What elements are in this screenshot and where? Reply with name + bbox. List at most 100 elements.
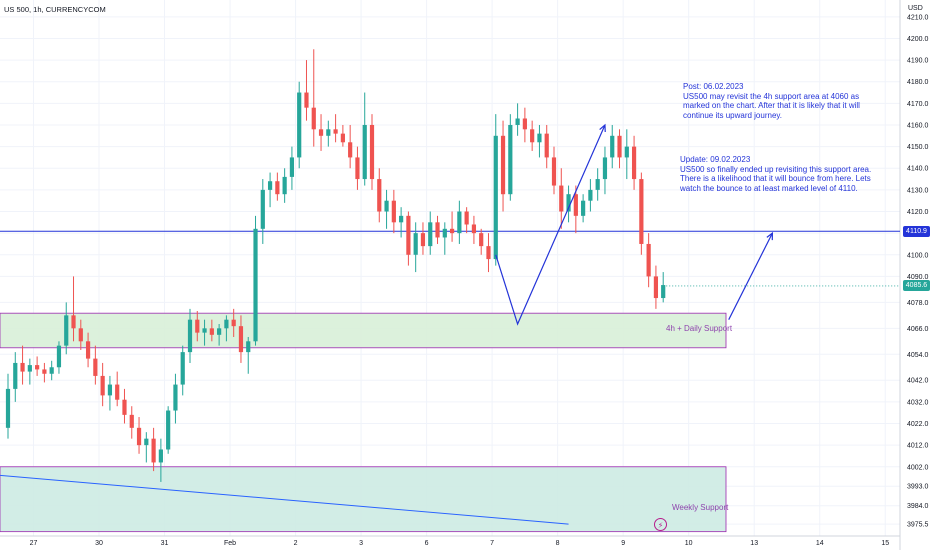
post-annotation: Post: 06.02.2023 US500 may revisit the 4… — [683, 82, 860, 120]
candle-body — [166, 410, 171, 450]
projection-arrow — [495, 124, 606, 326]
candle-body — [35, 365, 40, 370]
candle-body — [464, 211, 469, 225]
support-zone — [0, 466, 727, 533]
y-tick-label: 4150.0 — [907, 144, 929, 151]
x-tick-label: 7 — [490, 540, 494, 547]
candle-body — [566, 194, 571, 212]
candle-body — [224, 319, 229, 329]
x-tick-label: 6 — [425, 540, 429, 547]
y-tick-label: 4090.0 — [907, 274, 929, 281]
x-tick-label: 3 — [359, 540, 363, 547]
candle-body — [136, 427, 142, 446]
x-tick-label: 8 — [556, 540, 560, 547]
x-tick-label: 13 — [750, 540, 758, 547]
candle-body — [544, 133, 549, 158]
candle-body — [93, 358, 98, 376]
candle-body — [275, 181, 280, 195]
candle-body — [318, 129, 324, 136]
candle-body — [442, 228, 447, 238]
candle-body — [428, 222, 433, 247]
y-tick-label: 4120.0 — [907, 209, 929, 216]
x-tick-label: Feb — [224, 540, 236, 547]
y-tick-label: 4200.0 — [907, 36, 929, 43]
candle-body — [573, 194, 578, 216]
candle-body — [631, 146, 637, 180]
y-tick-label: 4012.0 — [907, 443, 929, 450]
lightning-icon[interactable]: ⚡ — [654, 518, 667, 531]
candle-body — [391, 200, 396, 223]
current-price-badge: 4085.6 — [903, 280, 930, 292]
zone-4h-label: 4h + Daily Support — [666, 324, 733, 333]
candle-body — [661, 285, 666, 299]
candle-body — [537, 133, 542, 143]
candle-body — [406, 215, 411, 255]
x-tick-label: 9 — [621, 540, 625, 547]
candle-body — [20, 362, 25, 372]
candle-body — [122, 399, 127, 415]
candle-body — [340, 133, 345, 143]
candle-body — [129, 414, 134, 428]
symbol-title[interactable]: US 500, 1h, CURRENCYCOM — [4, 5, 106, 14]
candle-body — [348, 142, 353, 158]
candle-body — [471, 224, 477, 234]
y-tick-label: 3975.5 — [907, 522, 929, 529]
update-annotation: Update: 09.02.2023 US500 so finally ende… — [680, 155, 872, 193]
candle-body — [304, 92, 309, 108]
candle-body — [369, 124, 375, 180]
candle-body — [522, 118, 527, 130]
y-tick-label: 4078.0 — [907, 300, 929, 307]
y-tick-label: 4002.0 — [907, 464, 929, 471]
candle-body — [479, 233, 484, 247]
y-tick-label: 4100.0 — [907, 252, 929, 259]
arrow-head — [766, 231, 774, 241]
candle-body — [209, 328, 214, 335]
candle-body — [610, 135, 615, 158]
candle-body — [617, 135, 622, 158]
candle-body — [435, 222, 440, 238]
candle-body — [355, 157, 360, 180]
candle-body — [588, 189, 593, 201]
candle-body — [42, 369, 47, 374]
arrow-head — [599, 123, 606, 132]
candle-body — [180, 352, 185, 385]
y-tick-label: 4054.0 — [907, 352, 929, 359]
y-tick-label: 4170.0 — [907, 101, 929, 108]
candle-body — [246, 341, 251, 353]
candle-body — [71, 315, 76, 329]
candle-body — [639, 179, 644, 244]
y-tick-label: 4160.0 — [907, 122, 929, 129]
x-tick-label: 14 — [816, 540, 824, 547]
candle-body — [377, 179, 382, 212]
currency-label: USD — [908, 5, 923, 12]
candle-body — [5, 388, 11, 428]
candle-body — [326, 129, 331, 136]
zone-weekly-label: Weekly Support — [672, 503, 729, 512]
y-tick-label: 4180.0 — [907, 79, 929, 86]
candle-body — [508, 124, 513, 195]
support-zone — [0, 312, 727, 349]
candle-body — [202, 328, 207, 333]
candle-body — [413, 233, 418, 255]
candle-body — [282, 176, 287, 195]
candle-body — [187, 319, 193, 353]
candle-body — [551, 157, 557, 186]
y-tick-label: 4130.0 — [907, 187, 929, 194]
candle-body — [78, 328, 83, 342]
x-tick-label: 27 — [30, 540, 38, 547]
candle-body — [158, 449, 163, 463]
candle-body — [217, 328, 222, 335]
candle-body — [399, 215, 404, 223]
level-price-badge: 4110.9 — [903, 225, 930, 237]
candle-body — [486, 246, 491, 260]
y-tick-label: 4032.0 — [907, 399, 929, 406]
x-tick-label: 10 — [685, 540, 693, 547]
candle-body — [107, 384, 113, 396]
candle-body — [173, 384, 178, 411]
candle-body — [515, 118, 520, 125]
candle-body — [653, 276, 659, 299]
candle-body — [151, 438, 156, 463]
candle-body — [420, 233, 426, 247]
candle-body — [362, 124, 367, 180]
